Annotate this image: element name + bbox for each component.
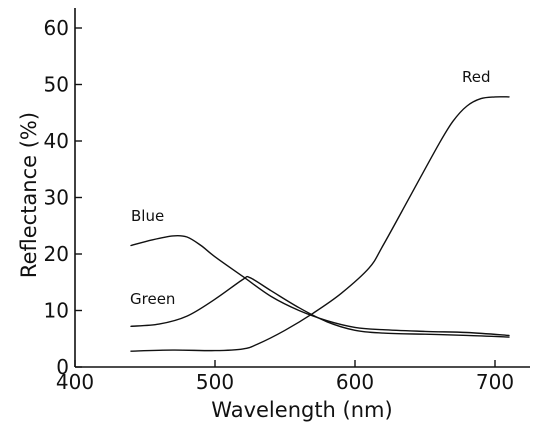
- series-line-green: [130, 275, 510, 338]
- x-tick-label: 600: [336, 370, 374, 394]
- series-lines: [130, 96, 510, 352]
- y-tick-label: 40: [44, 129, 69, 153]
- series-labels: Blue Green Red: [130, 68, 491, 308]
- y-tick-label: 20: [44, 242, 69, 266]
- series-label-green: Green: [130, 290, 175, 308]
- series-line-blue: [130, 234, 510, 337]
- axes: [74, 8, 530, 368]
- y-tick-label: 60: [44, 16, 69, 40]
- x-axis-label: Wavelength (nm): [211, 398, 392, 422]
- x-tick-label: 400: [56, 370, 94, 394]
- ticks: [74, 27, 496, 368]
- y-tick-label: 50: [44, 73, 69, 97]
- series-label-red: Red: [462, 68, 491, 86]
- x-tick-label: 700: [476, 370, 514, 394]
- series-line-red: [130, 96, 510, 352]
- y-tick-label: 0: [56, 355, 69, 379]
- series-label-blue: Blue: [131, 207, 164, 225]
- y-tick-label: 10: [44, 299, 69, 323]
- tick-labels: 0 10 20 30 40 50 60 400 500 600 700: [44, 16, 515, 394]
- y-tick-label: 30: [44, 186, 69, 210]
- x-tick-label: 500: [196, 370, 234, 394]
- y-axis-label: Reflectance (%): [17, 112, 41, 278]
